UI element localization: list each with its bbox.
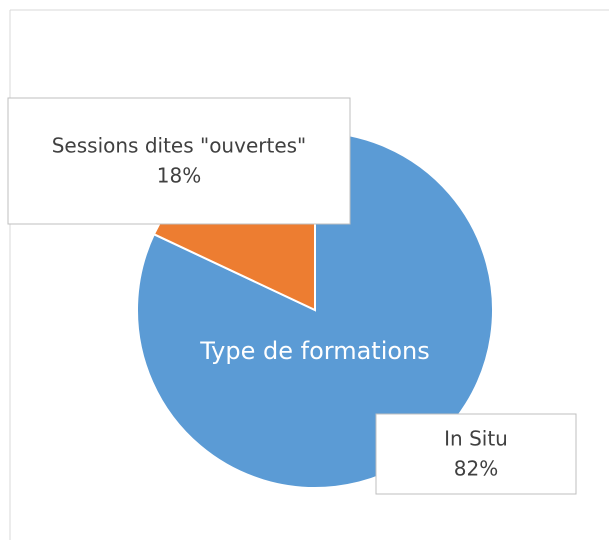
data-label-name: Sessions dites "ouvertes" — [52, 134, 307, 158]
data-label-value: 18% — [157, 164, 201, 188]
data-label-value: 82% — [454, 457, 498, 481]
data-label-box — [7, 97, 351, 225]
chart-title: Type de formations — [199, 337, 430, 365]
data-label-name: In Situ — [444, 427, 508, 451]
data-label-box — [375, 413, 577, 495]
